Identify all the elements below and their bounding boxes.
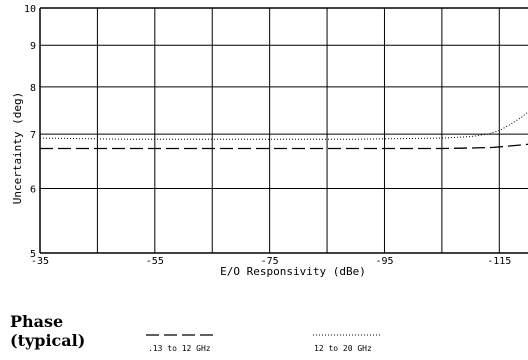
y-tick-label: 6 <box>30 185 36 196</box>
x-axis-label: E/O Responsivity (dBe) <box>220 265 366 278</box>
y-tick-label: 5 <box>30 249 36 260</box>
legend-label-series-2: 12 to 20 GHz <box>314 344 372 353</box>
y-tick-label: 7 <box>30 130 36 141</box>
legend-label-series-1: .13 to 12 GHz <box>148 344 211 353</box>
x-tick-label: -55 <box>146 256 164 267</box>
phase-caption: Phase (typical) <box>10 312 85 350</box>
chart-series <box>39 111 528 150</box>
y-tick-label: 8 <box>30 83 36 94</box>
chart-grid <box>40 8 528 253</box>
series-line-2 <box>39 111 528 140</box>
series-line-1 <box>40 143 528 150</box>
caption-line-2: (typical) <box>10 331 86 350</box>
caption-line-1: Phase <box>10 312 64 331</box>
y-tick-label: 9 <box>30 41 36 52</box>
chart-frame <box>39 7 528 254</box>
chart-tick-labels: -35 -55 -75 -95 -115 5 6 7 8 9 10 <box>24 4 511 267</box>
x-tick-label: -75 <box>261 256 279 267</box>
x-tick-label: -35 <box>31 256 49 267</box>
x-tick-label: -95 <box>375 256 393 267</box>
legend: .13 to 12 GHz 12 to 20 GHz <box>146 334 382 353</box>
y-tick-label: 10 <box>24 4 36 15</box>
y-axis-label: Uncertainty (deg) <box>11 92 24 205</box>
x-tick-label: -115 <box>487 256 511 267</box>
